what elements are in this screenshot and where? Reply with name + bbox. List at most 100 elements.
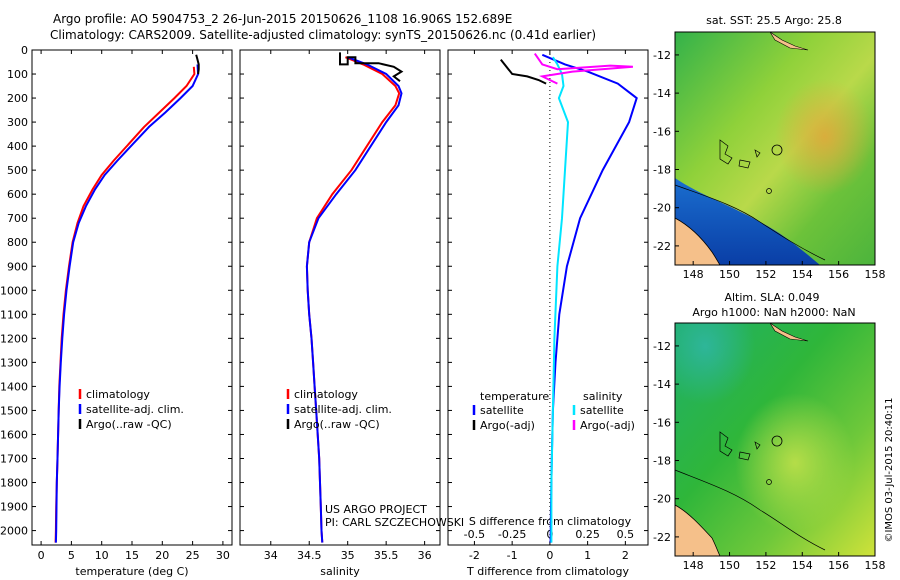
temperature-frame: [31, 49, 233, 546]
sst-map-y-tick-label: -14: [653, 87, 671, 100]
sla-map-y-tick-label: -14: [653, 378, 671, 391]
sst-cold-region: [675, 178, 820, 265]
sst-map-x-tick-label: 158: [865, 268, 886, 281]
depth-tick-label: 1000: [0, 284, 28, 297]
sst-map-x-tick-label: 148: [683, 268, 704, 281]
depth-tick-label: 1600: [0, 428, 28, 441]
depth-tick-label: 1200: [0, 332, 28, 345]
salinity-x-tick-label: 35.5: [374, 549, 399, 562]
temperature-x-tick-label: 25: [186, 549, 200, 562]
sst-north-land: [769, 31, 809, 51]
difference-series-salinity-argo-adj-: [533, 53, 633, 85]
depth-tick-label: 1300: [0, 356, 28, 369]
depth-tick-label: 1800: [0, 477, 28, 490]
sst-map-y-tick-label: -12: [653, 49, 671, 62]
sst-map-title: sat. SST: 25.5 Argo: 25.8: [706, 14, 842, 27]
salinity-x-tick-label: 36: [418, 549, 432, 562]
depth-tick-label: 1100: [0, 308, 28, 321]
salinity-x-tick-label: 35: [341, 549, 355, 562]
difference-series-salinity-satellite: [550, 56, 570, 543]
salinity-series-satellite-adj-clim-: [305, 56, 403, 543]
difference-legend-salinity-label: satellite: [580, 404, 624, 417]
difference-legend-salinity-title: salinity: [583, 390, 623, 403]
temperature-x-tick-label: 20: [155, 549, 169, 562]
difference-legend-temperature-label: satellite: [480, 404, 524, 417]
temperature-legend-label: satellite-adj. clim.: [86, 403, 184, 416]
depth-tick-label: 1900: [0, 501, 28, 514]
panel-difference: -2 -1 0 1 2 T difference from climatology -0.5…: [447, 49, 649, 578]
sla-map-x-tick-label: 150: [719, 559, 740, 572]
sst-map-x-tick-label: 154: [792, 268, 813, 281]
sla-map-title1: Altim. SLA: 0.049: [724, 291, 819, 304]
sst-reef-outlines: [719, 139, 761, 169]
temperature-x-tick-label: 15: [125, 549, 139, 562]
depth-tick-label: 200: [7, 92, 28, 105]
sst-map-y-tick-label: -16: [653, 125, 671, 138]
sst-map-x-tick-label: 156: [828, 268, 849, 281]
depth-tick-label: 500: [7, 164, 28, 177]
difference-frame: [447, 49, 649, 546]
depth-tick-label: 700: [7, 212, 28, 225]
sla-argo-marker: [771, 435, 783, 447]
sst-map-x-tick-label: 152: [755, 268, 776, 281]
salinity-legend-label: Argo(..raw -QC): [294, 418, 380, 431]
imos-timestamp: ©IMOS 03-Jul-2015 20:40:11: [884, 397, 895, 542]
depth-tick-label: 900: [7, 260, 28, 273]
sst-map-y-tick-label: -18: [653, 164, 671, 177]
salinity-frame: [239, 49, 441, 546]
sla-north-land: [769, 322, 809, 342]
panel-temperature: 0100200300400500600700800900100011001200…: [0, 44, 233, 578]
salinity-legend-label: climatology: [294, 388, 358, 401]
difference-x-tick-label: -2: [469, 549, 480, 562]
temperature-x-tick-label: 30: [216, 549, 230, 562]
temperature-series-argo-raw-qc-: [195, 54, 200, 75]
difference-x-tick-label: 1: [584, 549, 591, 562]
salinity-annotation: PI: CARL SZCZECHOWSKI: [325, 516, 464, 529]
sla-reef-outlines: [719, 431, 761, 461]
temperature-x-tick-label: 5: [68, 549, 75, 562]
salinity-xlabel: salinity: [320, 565, 360, 578]
depth-tick-label: 800: [7, 236, 28, 249]
depth-tick-label: 1400: [0, 380, 28, 393]
sla-map-x-tick-label: 148: [683, 559, 704, 572]
difference-s-tick-label: 0.5: [617, 528, 635, 541]
sla-map-x-tick-label: 156: [828, 559, 849, 572]
difference-legend-salinity-label: Argo(-adj): [580, 419, 635, 432]
salinity-series-climatology: [305, 56, 401, 543]
difference-s-tick-label: -0.5: [464, 528, 485, 541]
depth-tick-label: 400: [7, 140, 28, 153]
difference-series-temperature-argo-adj-: [500, 58, 547, 85]
sla-map: Altim. SLA: 0.049 Argo h1000: NaN h2000:…: [653, 291, 885, 572]
sla-island-outline: [766, 479, 772, 485]
sst-map-frame: [674, 31, 876, 266]
sla-map-x-tick-label: 154: [792, 559, 813, 572]
temperature-x-tick-label: 10: [95, 549, 109, 562]
sst-map: sat. SST: 25.5 Argo: 25.8 148 150 152 154 15…: [653, 14, 885, 281]
difference-s-tick-label: -0.25: [498, 528, 526, 541]
difference-legend-temperature-label: Argo(-adj): [480, 419, 535, 432]
sla-map-y-tick-label: -22: [653, 531, 671, 544]
sla-map-y-tick-label: -18: [653, 455, 671, 468]
sla-map-frame: [674, 322, 876, 557]
temperature-legend-label: climatology: [86, 388, 150, 401]
salinity-x-tick-label: 34.5: [297, 549, 322, 562]
temperature-xlabel: temperature (deg C): [75, 565, 188, 578]
temperature-series-satellite-adj-clim-: [54, 64, 200, 543]
sst-map-y-tick-label: -20: [653, 202, 671, 215]
sla-coast-land: [674, 504, 721, 557]
depth-tick-label: 600: [7, 188, 28, 201]
temperature-x-tick-label: 0: [38, 549, 45, 562]
sla-map-x-tick-label: 158: [865, 559, 886, 572]
depth-tick-label: 1500: [0, 404, 28, 417]
temperature-legend-label: Argo(..raw -QC): [86, 418, 172, 431]
sla-map-y-tick-label: -12: [653, 340, 671, 353]
sla-map-title2: Argo h1000: NaN h2000: NaN: [692, 306, 855, 319]
sst-island-outline: [766, 188, 772, 194]
depth-tick-label: 0: [21, 44, 28, 57]
sla-shelf-contour: [674, 469, 826, 551]
difference-xlabel: T difference from climatology: [466, 565, 629, 578]
salinity-annotation: US ARGO PROJECT: [325, 503, 427, 516]
depth-tick-label: 100: [7, 68, 28, 81]
sst-map-x-tick-label: 150: [719, 268, 740, 281]
